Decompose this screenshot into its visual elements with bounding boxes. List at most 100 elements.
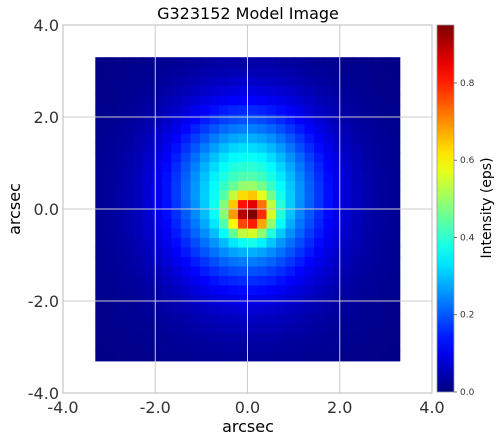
heatmap-cell [161, 133, 172, 144]
heatmap-cell [209, 351, 220, 362]
heatmap-cell [104, 133, 115, 144]
heatmap-cell [247, 313, 258, 324]
heatmap-cell [228, 341, 239, 352]
heatmap-cell [142, 199, 153, 210]
heatmap-cell [380, 246, 391, 258]
heatmap-cell [161, 237, 172, 248]
heatmap-cell [209, 341, 220, 352]
heatmap-cell [295, 190, 306, 201]
heatmap-cell [247, 199, 258, 210]
heatmap-cell [304, 303, 315, 314]
heatmap-cell [104, 351, 115, 362]
heatmap-cell [276, 265, 287, 277]
heatmap-cell [285, 275, 296, 286]
heatmap-cell [114, 57, 125, 68]
heatmap-cell [333, 322, 344, 333]
heatmap-cell [228, 123, 239, 134]
heatmap-cell [190, 104, 201, 115]
heatmap-cell [314, 171, 325, 182]
heatmap-cell [266, 227, 277, 239]
heatmap-cell [295, 199, 306, 210]
heatmap-cell [180, 303, 192, 314]
heatmap-cell [323, 76, 334, 87]
heatmap-cell [314, 161, 325, 172]
heatmap-cell [142, 265, 153, 277]
heatmap-cell [171, 332, 182, 343]
heatmap-cell [342, 256, 353, 267]
heatmap-cell [237, 341, 249, 352]
x-tick-label: -4.0 [47, 398, 78, 417]
heatmap-cell [276, 66, 287, 77]
heatmap-cell [380, 284, 391, 295]
heatmap-cell [380, 66, 391, 77]
heatmap-cell [209, 57, 220, 68]
heatmap-cell [352, 284, 363, 295]
heatmap-cell [199, 114, 211, 125]
heatmap-cell [352, 313, 363, 324]
heatmap-cell [237, 256, 249, 267]
heatmap-cell [104, 104, 115, 115]
heatmap-cell [247, 152, 258, 163]
heatmap-cell [266, 322, 277, 333]
heatmap-cell [390, 341, 401, 352]
heatmap-cell [142, 275, 153, 286]
heatmap-cell [352, 246, 363, 258]
heatmap-cell [247, 85, 258, 96]
heatmap-cell [390, 133, 401, 144]
heatmap-cell [133, 332, 144, 343]
heatmap-cell [161, 199, 172, 210]
heatmap-cell [199, 209, 211, 220]
heatmap-cell [218, 341, 230, 352]
heatmap-cell [218, 275, 230, 286]
heatmap-cell [304, 265, 315, 277]
heatmap-cell [333, 171, 344, 182]
heatmap-cell [171, 227, 182, 239]
heatmap-cell [190, 190, 201, 201]
heatmap-cell [228, 284, 239, 295]
heatmap-cell [228, 209, 239, 220]
heatmap-cell [104, 85, 115, 96]
heatmap-cell [314, 85, 325, 96]
heatmap-cell [247, 227, 258, 239]
x-tick-label: 0.0 [235, 398, 260, 417]
heatmap-cell [104, 95, 115, 106]
heatmap-cell [171, 199, 182, 210]
heatmap-cell [209, 152, 220, 163]
heatmap-cell [295, 313, 306, 324]
heatmap-cell [371, 85, 382, 96]
heatmap-cell [266, 66, 277, 77]
y-axis-label: arcsec [5, 183, 24, 235]
heatmap-cell [295, 66, 306, 77]
heatmap-cell [161, 190, 172, 201]
heatmap-cell [342, 133, 353, 144]
heatmap-cell [114, 341, 125, 352]
heatmap-cell [152, 152, 163, 163]
heatmap-cell [266, 341, 277, 352]
heatmap-cell [276, 76, 287, 87]
heatmap-cell [304, 256, 315, 267]
heatmap-cell [361, 256, 372, 267]
heatmap-cell [180, 57, 192, 68]
heatmap-cell [342, 351, 353, 362]
heatmap-cell [352, 171, 363, 182]
heatmap-cell [314, 104, 325, 115]
heatmap-cell [152, 209, 163, 220]
heatmap-cell [123, 237, 134, 248]
heatmap-cell [133, 142, 144, 153]
heatmap-cell [266, 161, 277, 172]
heatmap-cell [380, 351, 391, 362]
heatmap-cell [133, 284, 144, 295]
heatmap-cell [276, 114, 287, 125]
heatmap-cell [371, 95, 382, 106]
heatmap-cell [133, 76, 144, 87]
heatmap-cell [171, 237, 182, 248]
heatmap-cell [123, 66, 134, 77]
heatmap-cell [380, 256, 391, 267]
heatmap-cell [380, 152, 391, 163]
heatmap-cell [142, 123, 153, 134]
heatmap-cell [285, 246, 296, 258]
heatmap-cell [380, 190, 391, 201]
heatmap-cell [380, 133, 391, 144]
heatmap-cell [114, 256, 125, 267]
heatmap-cell [123, 284, 134, 295]
